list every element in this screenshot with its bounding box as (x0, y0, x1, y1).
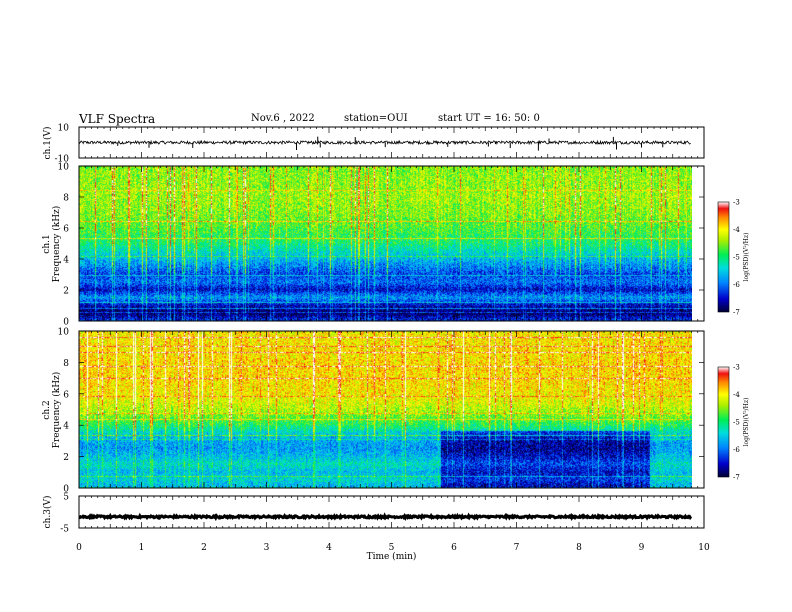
x-tick-label-9: 9 (639, 543, 645, 553)
ch2-spectrogram-colorbar-tick-0: -3 (733, 364, 740, 372)
ch1-spectrogram-ytick-label-3: 6 (63, 225, 69, 235)
ch2-spectrogram-channel-label: ch.2 (42, 400, 52, 419)
ch2-spectrogram-ytick-label-2: 4 (63, 422, 69, 432)
ch1-spectrogram-ytick-label-5: 10 (58, 163, 70, 173)
ch2-spectrogram-ytick-label-4: 8 (63, 359, 69, 369)
ch1-spectrogram-colorbar-tick-0: -3 (733, 199, 740, 207)
ch1-spectrogram-colorbar-tick-1: -4 (733, 226, 740, 234)
ch2-spectrogram-colorbar-tick-4: -7 (733, 474, 740, 482)
ch2-spectrogram-ytick-label-3: 6 (63, 390, 69, 400)
ch1-spectrogram-ytick-label-4: 8 (63, 194, 69, 204)
ch3-waveform-ytick-label-0: 5 (63, 493, 69, 503)
ch1-spectrogram-ytick-label-0: 0 (63, 318, 69, 328)
ch3-waveform-ylabel: ch.3(V) (42, 496, 53, 529)
date-label: Nov.6 , 2022 (251, 113, 315, 124)
ch1-spectrogram-colorbar-tick-2: -5 (733, 254, 740, 262)
station-label: station=OUI (344, 113, 408, 124)
ch1-spectrogram-colorbar (717, 201, 730, 313)
ch1-spectrogram-colorbar-tick-3: -6 (733, 281, 740, 289)
ch1-spectrogram-channel-label: ch.1 (42, 234, 52, 253)
ch2-spectrogram-ytick-label-5: 10 (58, 328, 70, 338)
x-tick-label-6: 6 (451, 543, 457, 553)
ch1-spectrogram-ytick-label-2: 4 (63, 256, 69, 266)
ch1-waveform-ytick-label-1: -10 (55, 155, 70, 165)
x-tick-label-0: 0 (76, 543, 82, 553)
x-tick-label-8: 8 (576, 543, 582, 553)
ch2-spectrogram-colorbar (717, 366, 730, 478)
x-tick-label-2: 2 (201, 543, 207, 553)
ch2-spectrogram-ylabel: Frequency (kHz) (51, 372, 62, 449)
ch1-spectrogram-image (79, 166, 692, 321)
x-tick-label-1: 1 (139, 543, 145, 553)
chart-title: VLF Spectra (79, 112, 156, 126)
x-tick-label-10: 10 (698, 543, 710, 553)
ch1-waveform-ylabel: ch.1(V) (42, 127, 53, 160)
x-tick-label-4: 4 (326, 543, 332, 553)
x-tick-label-3: 3 (264, 543, 270, 553)
ch1-waveform-line (78, 139, 691, 146)
ch2-spectrogram-image (79, 331, 692, 488)
ch2-spectrogram-ytick-label-0: 0 (63, 485, 69, 495)
ch1-spectrogram-ytick-label-1: 2 (63, 287, 69, 297)
ch1-waveform-ytick-label-0: 10 (58, 124, 70, 134)
x-tick-label-5: 5 (389, 543, 395, 553)
start-time-label: start UT = 16: 50: 0 (438, 113, 540, 124)
ch2-spectrogram-colorbar-label: log(PSD)(V²/Hz) (743, 398, 750, 447)
ch1-spectrogram-ylabel: Frequency (kHz) (51, 206, 62, 283)
x-axis-label: Time (min) (367, 551, 417, 562)
ch2-spectrogram-ytick-label-1: 2 (63, 453, 69, 463)
ch3-waveform-line (78, 512, 693, 522)
ch1-spectrogram-colorbar-label: log(PSD)(V²/Hz) (743, 233, 750, 282)
ch2-spectrogram-colorbar-tick-1: -4 (733, 391, 740, 399)
ch3-waveform-ytick-label-1: -5 (60, 525, 69, 535)
ch2-spectrogram-colorbar-tick-2: -5 (733, 419, 740, 427)
ch1-spectrogram-colorbar-tick-4: -7 (733, 309, 740, 317)
x-tick-label-7: 7 (514, 543, 520, 553)
ch2-spectrogram-colorbar-tick-3: -6 (733, 446, 740, 454)
